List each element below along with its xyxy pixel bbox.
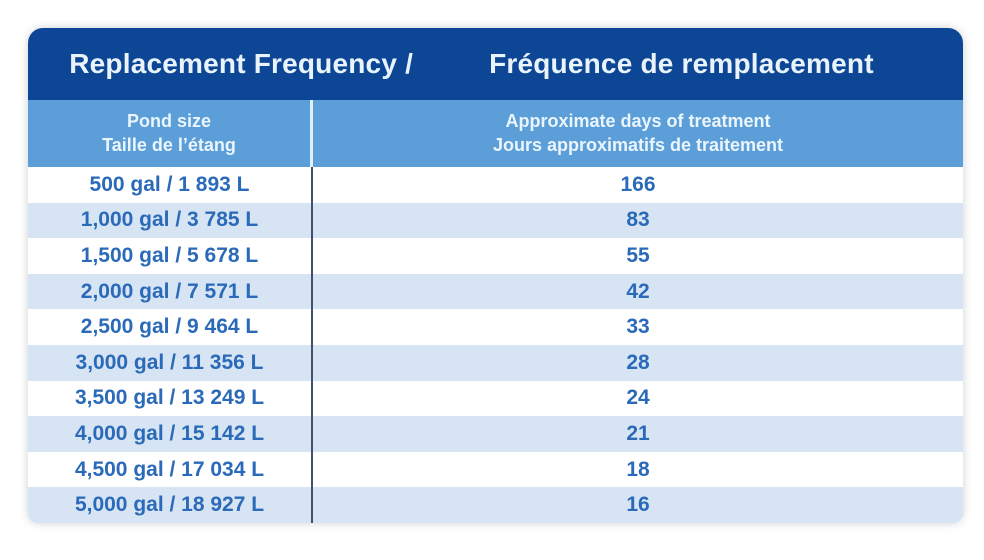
table-row: 4,500 gal / 17 034 L 18	[28, 451, 963, 488]
pond-size-cell: 1,500 gal / 5 678 L	[28, 238, 313, 274]
pond-size-cell: 5,000 gal / 18 927 L	[28, 487, 313, 523]
table-title-english: Replacement Frequency /	[69, 48, 414, 79]
days-cell: 166	[620, 172, 656, 196]
table-row: 2,000 gal / 7 571 L 42	[28, 273, 963, 310]
pond-size-cell: 3,500 gal / 13 249 L	[28, 380, 313, 417]
days-cell: 18	[626, 457, 650, 481]
table-title-french: Fréquence de remplacement	[489, 48, 874, 79]
table-row: 500 gal / 1 893 L 166	[28, 167, 963, 203]
days-cell: 55	[626, 243, 650, 267]
table-row: 3,000 gal / 11 356 L 28	[28, 344, 963, 381]
days-label-french: Jours approximatifs de traitement	[492, 134, 784, 155]
days-cell: 42	[626, 279, 650, 303]
table-row: 1,500 gal / 5 678 L 55	[28, 238, 963, 274]
pond-size-cell: 500 gal / 1 893 L	[28, 167, 313, 203]
column-header-pond-size: Pond size Taille de l’étang	[28, 100, 313, 167]
table-row: 4,000 gal / 15 142 L 21	[28, 416, 963, 452]
days-cell: 16	[626, 493, 650, 517]
pond-size-cell: 4,500 gal / 17 034 L	[28, 451, 313, 488]
pond-size-label-english: Pond size	[126, 111, 211, 132]
pond-size-cell: 3,000 gal / 11 356 L	[28, 344, 313, 381]
pond-size-cell: 1,000 gal / 3 785 L	[28, 202, 313, 239]
pond-size-label-french: Taille de l’étang	[102, 134, 236, 155]
table-title-bar: Replacement Frequency / Fréquence de rem…	[28, 28, 963, 100]
days-cell: 21	[626, 421, 650, 445]
pond-size-cell: 4,000 gal / 15 142 L	[28, 416, 313, 452]
column-header-days-of-treatment: Approximate days of treatment Jours appr…	[313, 100, 963, 167]
table-row: 3,500 gal / 13 249 L 24	[28, 380, 963, 417]
days-cell: 33	[626, 315, 650, 339]
days-cell: 24	[626, 386, 650, 410]
days-label-english: Approximate days of treatment	[505, 111, 771, 132]
days-cell: 28	[626, 350, 650, 374]
table-row: 5,000 gal / 18 927 L 16	[28, 487, 963, 523]
table-row: 2,500 gal / 9 464 L 33	[28, 309, 963, 345]
replacement-frequency-table: Replacement Frequency / Fréquence de rem…	[28, 28, 963, 523]
pond-size-cell: 2,500 gal / 9 464 L	[28, 309, 313, 345]
table-column-headers: Pond size Taille de l’étang Approximate …	[28, 100, 963, 167]
table-row: 1,000 gal / 3 785 L 83	[28, 202, 963, 239]
table-body: 500 gal / 1 893 L 166 1,000 gal / 3 785 …	[28, 167, 963, 523]
days-cell: 83	[626, 208, 650, 232]
pond-size-cell: 2,000 gal / 7 571 L	[28, 273, 313, 310]
